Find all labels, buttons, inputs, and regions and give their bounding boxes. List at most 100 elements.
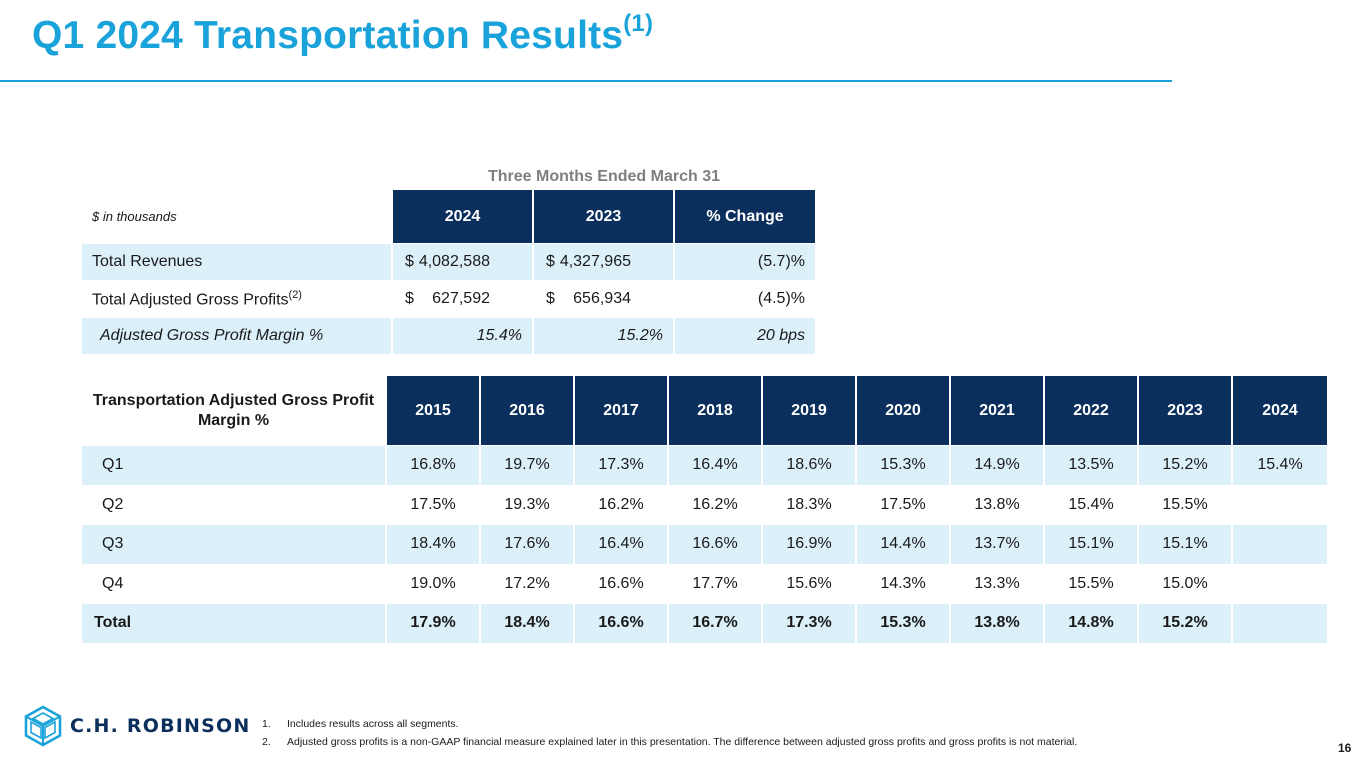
year-header: 2024	[1233, 376, 1327, 445]
currency-symbol: $	[405, 253, 414, 270]
value-2023: 4,327,965	[559, 253, 631, 270]
margin-cell: 16.4%	[669, 445, 763, 485]
margin-cell: 17.5%	[857, 484, 951, 524]
margin-cell: 13.8%	[951, 484, 1045, 524]
table-row: Total 17.9% 18.4% 16.6% 16.7% 17.3% 15.3% 13.8%…	[82, 603, 1327, 643]
margin-cell: 18.4%	[387, 524, 481, 564]
value-2024: 15.4%	[393, 317, 534, 354]
chr-cube-logo-icon	[24, 705, 62, 747]
margin-cell: 14.4%	[857, 524, 951, 564]
page-title: Q1 2024 Transportation Results(1)	[32, 10, 654, 57]
table-row: Q3 18.4% 17.6% 16.4% 16.6% 16.9% 14.4% 13.7% 15.…	[82, 524, 1327, 564]
margin-cell: 17.7%	[669, 563, 763, 603]
summary-table-caption: Three Months Ended March 31	[487, 168, 721, 185]
margin-cell: 15.0%	[1139, 563, 1233, 603]
logo-text: C.H. ROBINSON	[70, 715, 251, 737]
margin-cell: 17.6%	[481, 524, 575, 564]
margin-cell: 17.3%	[763, 603, 857, 643]
company-logo: C.H. ROBINSON	[24, 705, 250, 747]
margin-cell	[1233, 524, 1327, 564]
year-header: 2020	[857, 376, 951, 445]
margin-cell: 16.4%	[575, 524, 669, 564]
year-header: 2019	[763, 376, 857, 445]
margin-cell: 16.6%	[575, 563, 669, 603]
margin-table: Transportation Adjusted Gross Profit Mar…	[82, 376, 1327, 643]
margin-cell: 16.7%	[669, 603, 763, 643]
margin-cell: 15.1%	[1045, 524, 1139, 564]
margin-cell: 19.7%	[481, 445, 575, 485]
column-header: 2023	[534, 190, 675, 243]
margin-cell: 16.6%	[669, 524, 763, 564]
footnote: 1. Includes results across all segments.	[262, 718, 459, 730]
table-row: Q1 16.8% 19.7% 17.3% 16.4% 18.6% 15.3% 14.9% 13.…	[82, 445, 1327, 485]
column-header: % Change	[675, 190, 815, 243]
margin-table-title: Transportation Adjusted Gross Profit Mar…	[82, 376, 387, 445]
currency-symbol: $	[405, 290, 414, 307]
margin-cell: 17.9%	[387, 603, 481, 643]
margin-cell: 16.9%	[763, 524, 857, 564]
row-label: Total	[82, 603, 387, 643]
margin-cell	[1233, 563, 1327, 604]
year-header: 2015	[387, 376, 481, 445]
percent-change: (5.7)%	[675, 243, 815, 280]
margin-cell: 15.2%	[1139, 445, 1233, 485]
row-label: Adjusted Gross Profit Margin %	[82, 317, 393, 354]
year-header: 2023	[1139, 376, 1233, 445]
margin-cell: 19.3%	[481, 484, 575, 524]
row-label: Q3	[82, 524, 387, 564]
margin-cell: 14.8%	[1045, 603, 1139, 643]
margin-cell: 15.4%	[1045, 484, 1139, 524]
table-row: Q4 19.0% 17.2% 16.6% 17.7% 15.6% 14.3% 13.3% 15.…	[82, 563, 1327, 604]
table-row: Total Adjusted Gross Profits(2) $627,592…	[82, 280, 815, 317]
value-2023: 15.2%	[534, 317, 675, 354]
title-divider	[0, 80, 1172, 82]
margin-cell: 19.0%	[387, 563, 481, 603]
margin-cell: 17.2%	[481, 563, 575, 603]
margin-cell: 15.2%	[1139, 603, 1233, 643]
margin-cell: 16.2%	[575, 484, 669, 524]
year-header: 2021	[951, 376, 1045, 445]
margin-cell: 13.5%	[1045, 445, 1139, 485]
value-2023: 656,934	[573, 290, 631, 307]
footnotes: 1. Includes results across all segments. …	[262, 718, 1077, 754]
margin-cell	[1233, 484, 1327, 525]
margin-cell: 13.7%	[951, 524, 1045, 564]
margin-cell: 16.6%	[575, 603, 669, 643]
table-row: Total Revenues $4,082,588 $4,327,965 (5.…	[82, 243, 815, 280]
margin-cell: 18.3%	[763, 484, 857, 524]
margin-cell: 13.8%	[951, 603, 1045, 643]
margin-cell: 15.4%	[1233, 445, 1327, 485]
margin-cell: 17.5%	[387, 484, 481, 524]
margin-cell: 15.5%	[1045, 563, 1139, 603]
year-header: 2018	[669, 376, 763, 445]
row-label: Total Revenues	[82, 243, 393, 280]
margin-cell: 15.5%	[1139, 484, 1233, 524]
year-header: 2016	[481, 376, 575, 445]
row-label: Q2	[82, 484, 387, 524]
margin-cell: 16.8%	[387, 445, 481, 485]
margin-cell: 16.2%	[669, 484, 763, 524]
margin-cell: 18.4%	[481, 603, 575, 643]
margin-cell: 15.3%	[857, 445, 951, 485]
percent-change: 20 bps	[675, 317, 815, 354]
units-label: $ in thousands	[82, 190, 393, 243]
currency-symbol: $	[546, 253, 555, 270]
currency-symbol: $	[546, 290, 555, 307]
column-header: 2024	[393, 190, 534, 243]
row-label: Q1	[82, 445, 387, 485]
year-header: 2017	[575, 376, 669, 445]
margin-cell: 15.3%	[857, 603, 951, 643]
margin-cell	[1233, 603, 1327, 643]
margin-cell: 14.3%	[857, 563, 951, 603]
percent-change: (4.5)%	[675, 280, 815, 317]
value-2024: 4,082,588	[418, 253, 490, 270]
row-label: Q4	[82, 563, 387, 603]
page-number: 16	[1338, 741, 1352, 755]
margin-cell: 15.1%	[1139, 524, 1233, 564]
footnote: 2. Adjusted gross profits is a non-GAAP f…	[262, 736, 1078, 748]
margin-cell: 13.3%	[951, 563, 1045, 603]
margin-cell: 14.9%	[951, 445, 1045, 485]
margin-cell: 15.6%	[763, 563, 857, 603]
year-header: 2022	[1045, 376, 1139, 445]
margin-cell: 18.6%	[763, 445, 857, 485]
